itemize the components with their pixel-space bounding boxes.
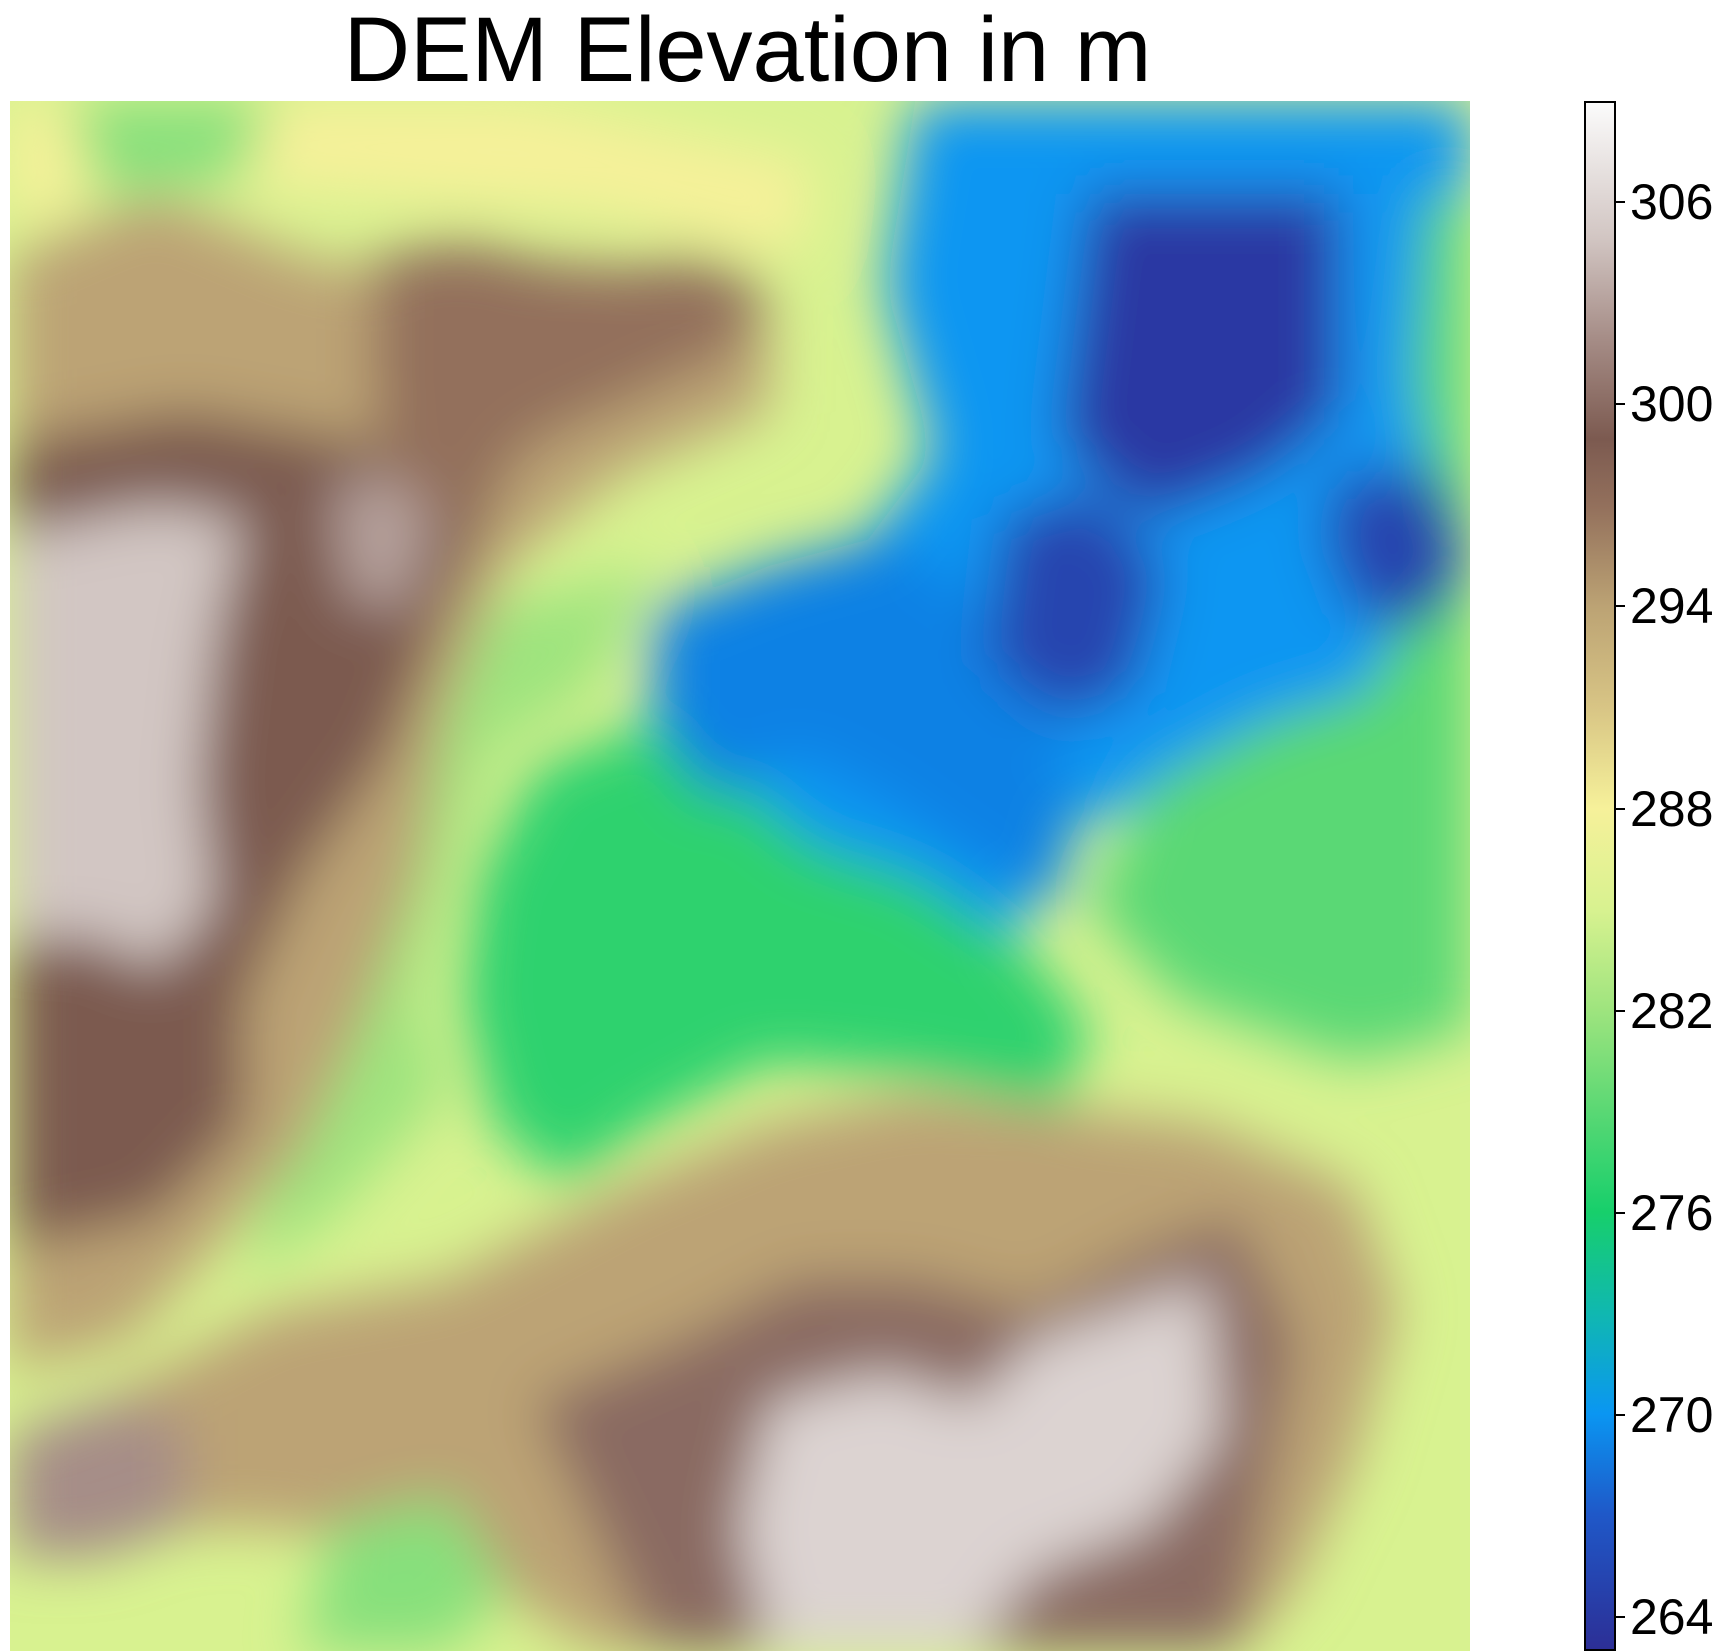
terrain-north-channel [886, 101, 1076, 442]
colorbar-tick-mark [1616, 403, 1625, 406]
terrain-north-deep-basin [1061, 194, 1339, 520]
colorbar-tick-mark [1616, 1009, 1625, 1012]
colorbar-tick-label: 306 [1630, 174, 1714, 231]
elevation-map [10, 101, 1470, 1651]
terrain-central-deep-pit [988, 488, 1164, 721]
colorbar-tick-label: 270 [1630, 1387, 1714, 1444]
terrain-northwest-ridge [375, 240, 770, 535]
colorbar [1584, 101, 1616, 1651]
colorbar-tick-label: 288 [1630, 780, 1714, 837]
colorbar-gradient [1586, 103, 1614, 1649]
colorbar-tick-label: 300 [1630, 376, 1714, 433]
terrain-south-green-patch [302, 1496, 507, 1651]
map-title: DEM Elevation in m [343, 0, 1152, 101]
terrain-upper-west-pit [331, 473, 434, 613]
terrain-west-summit [10, 504, 244, 969]
colorbar-tick-label: 264 [1630, 1589, 1714, 1646]
terrain-southwest-summit [10, 1403, 186, 1558]
terrain-central-blue-depression [652, 535, 1076, 907]
colorbar-tick-mark [1616, 807, 1625, 810]
elevation-raster [10, 101, 1470, 1651]
terrain-valley-green-fringe [243, 566, 653, 1279]
terrain-south-summit [740, 1279, 1222, 1651]
colorbar-tick-mark [1616, 605, 1625, 608]
colorbar-tick-label: 276 [1630, 1184, 1714, 1241]
terrain-north-green-strip [68, 101, 273, 194]
colorbar-tick-mark [1616, 1616, 1625, 1619]
colorbar-tick-mark [1616, 1211, 1625, 1214]
terrain-east-deep-pit [1324, 473, 1470, 628]
colorbar-tick-label: 282 [1630, 982, 1714, 1039]
terrain-east-green-slope [1090, 194, 1470, 1062]
colorbar-tick-mark [1616, 1414, 1625, 1417]
colorbar-tick-mark [1616, 201, 1625, 204]
colorbar-tick-label: 294 [1630, 578, 1714, 635]
terrain-central-valley [462, 721, 1091, 1186]
